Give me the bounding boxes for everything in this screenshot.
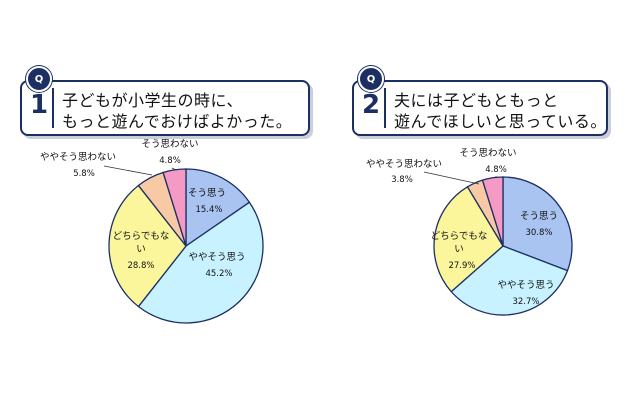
pie1-slice-sou-omou — [185, 168, 251, 248]
pie2-value-yaya-sou-omou: 32.7% — [512, 297, 539, 307]
question-box-1 — [20, 80, 310, 136]
question-text-1-line-2: もっと遊んでおけばよかった。 — [62, 112, 293, 131]
pie2-label-sou-omowanai: そう思わない — [459, 148, 516, 159]
question-text-2-line-1: 夫には子どもともっと — [394, 91, 559, 110]
pie1-label-dochira-demo-nai: どちらでもない — [113, 231, 170, 255]
question-number-2: 2 — [362, 90, 381, 120]
pie2-label-dochira-demo-nai: どちらでもない — [431, 231, 488, 255]
question-text-2-line-2: 遊んでほしいと思っている。 — [394, 112, 607, 131]
pie2-value-sou-omowanai: 4.8% — [485, 165, 507, 175]
pie1-label-sou-omowanai: そう思わない — [141, 139, 198, 150]
pie2-label-sou-omou: そう思う — [520, 211, 558, 222]
question-divider-1 — [52, 88, 54, 128]
question-badge-1: Q — [26, 66, 52, 92]
pie2-leader-yaya-sou-omowanai — [423, 171, 480, 185]
pie1-leader-sou-omowanai — [171, 167, 177, 171]
pie1-value-sou-omou: 15.4% — [195, 205, 222, 215]
pie-chart-1: そう思う 15.4% ややそう思う 45.2% どちらでもない 28.8% ややそう思わない… — [40, 139, 264, 324]
pie1-slice-dochira-demo-nai — [108, 184, 187, 308]
question-divider-2 — [384, 88, 386, 128]
pie1-leader-yaya-sou-omowanai — [103, 165, 153, 176]
pie2-value-yaya-sou-omowanai: 3.8% — [391, 175, 413, 185]
pie1-slice-yaya-sou-omou — [137, 201, 264, 324]
pie2-label-yaya-sou-omou: ややそう思う — [497, 280, 554, 291]
pie1-value-sou-omowanai: 4.8% — [159, 156, 181, 166]
pie2-slice-yaya-sou-omou — [450, 245, 569, 316]
question-number-1: 1 — [30, 90, 49, 120]
pie2-slice-sou-omowanai — [481, 176, 504, 247]
pie1-label-yaya-sou-omou: ややそう思う — [188, 252, 245, 263]
pie2-slice-dochira-demo-nai — [433, 185, 504, 293]
pie2-value-dochira-demo-nai: 27.9% — [448, 261, 475, 271]
pie1-value-dochira-demo-nai: 28.8% — [127, 261, 154, 271]
pie-chart-2: そう思う 30.8% ややそう思う 32.7% どちらでもない 27.9% ややそう思わない… — [366, 148, 573, 316]
pie1-label-yaya-sou-omowanai: ややそう思わない — [40, 152, 116, 163]
pie2-label-yaya-sou-omowanai: ややそう思わない — [366, 159, 442, 170]
pie2-value-sou-omou: 30.8% — [525, 228, 552, 238]
pie1-value-yaya-sou-omou: 45.2% — [205, 269, 232, 279]
question-badge-2: Q — [358, 66, 384, 92]
pie1-label-sou-omou: そう思う — [188, 188, 226, 199]
pie1-slice-sou-omowanai — [162, 168, 187, 247]
pie1-value-yaya-sou-omowanai: 5.8% — [73, 169, 95, 179]
question-box-2 — [352, 80, 608, 136]
pie2-slice-sou-omou — [502, 176, 573, 272]
question-text-1-line-1: 子どもが小学生の時に、 — [62, 91, 244, 110]
